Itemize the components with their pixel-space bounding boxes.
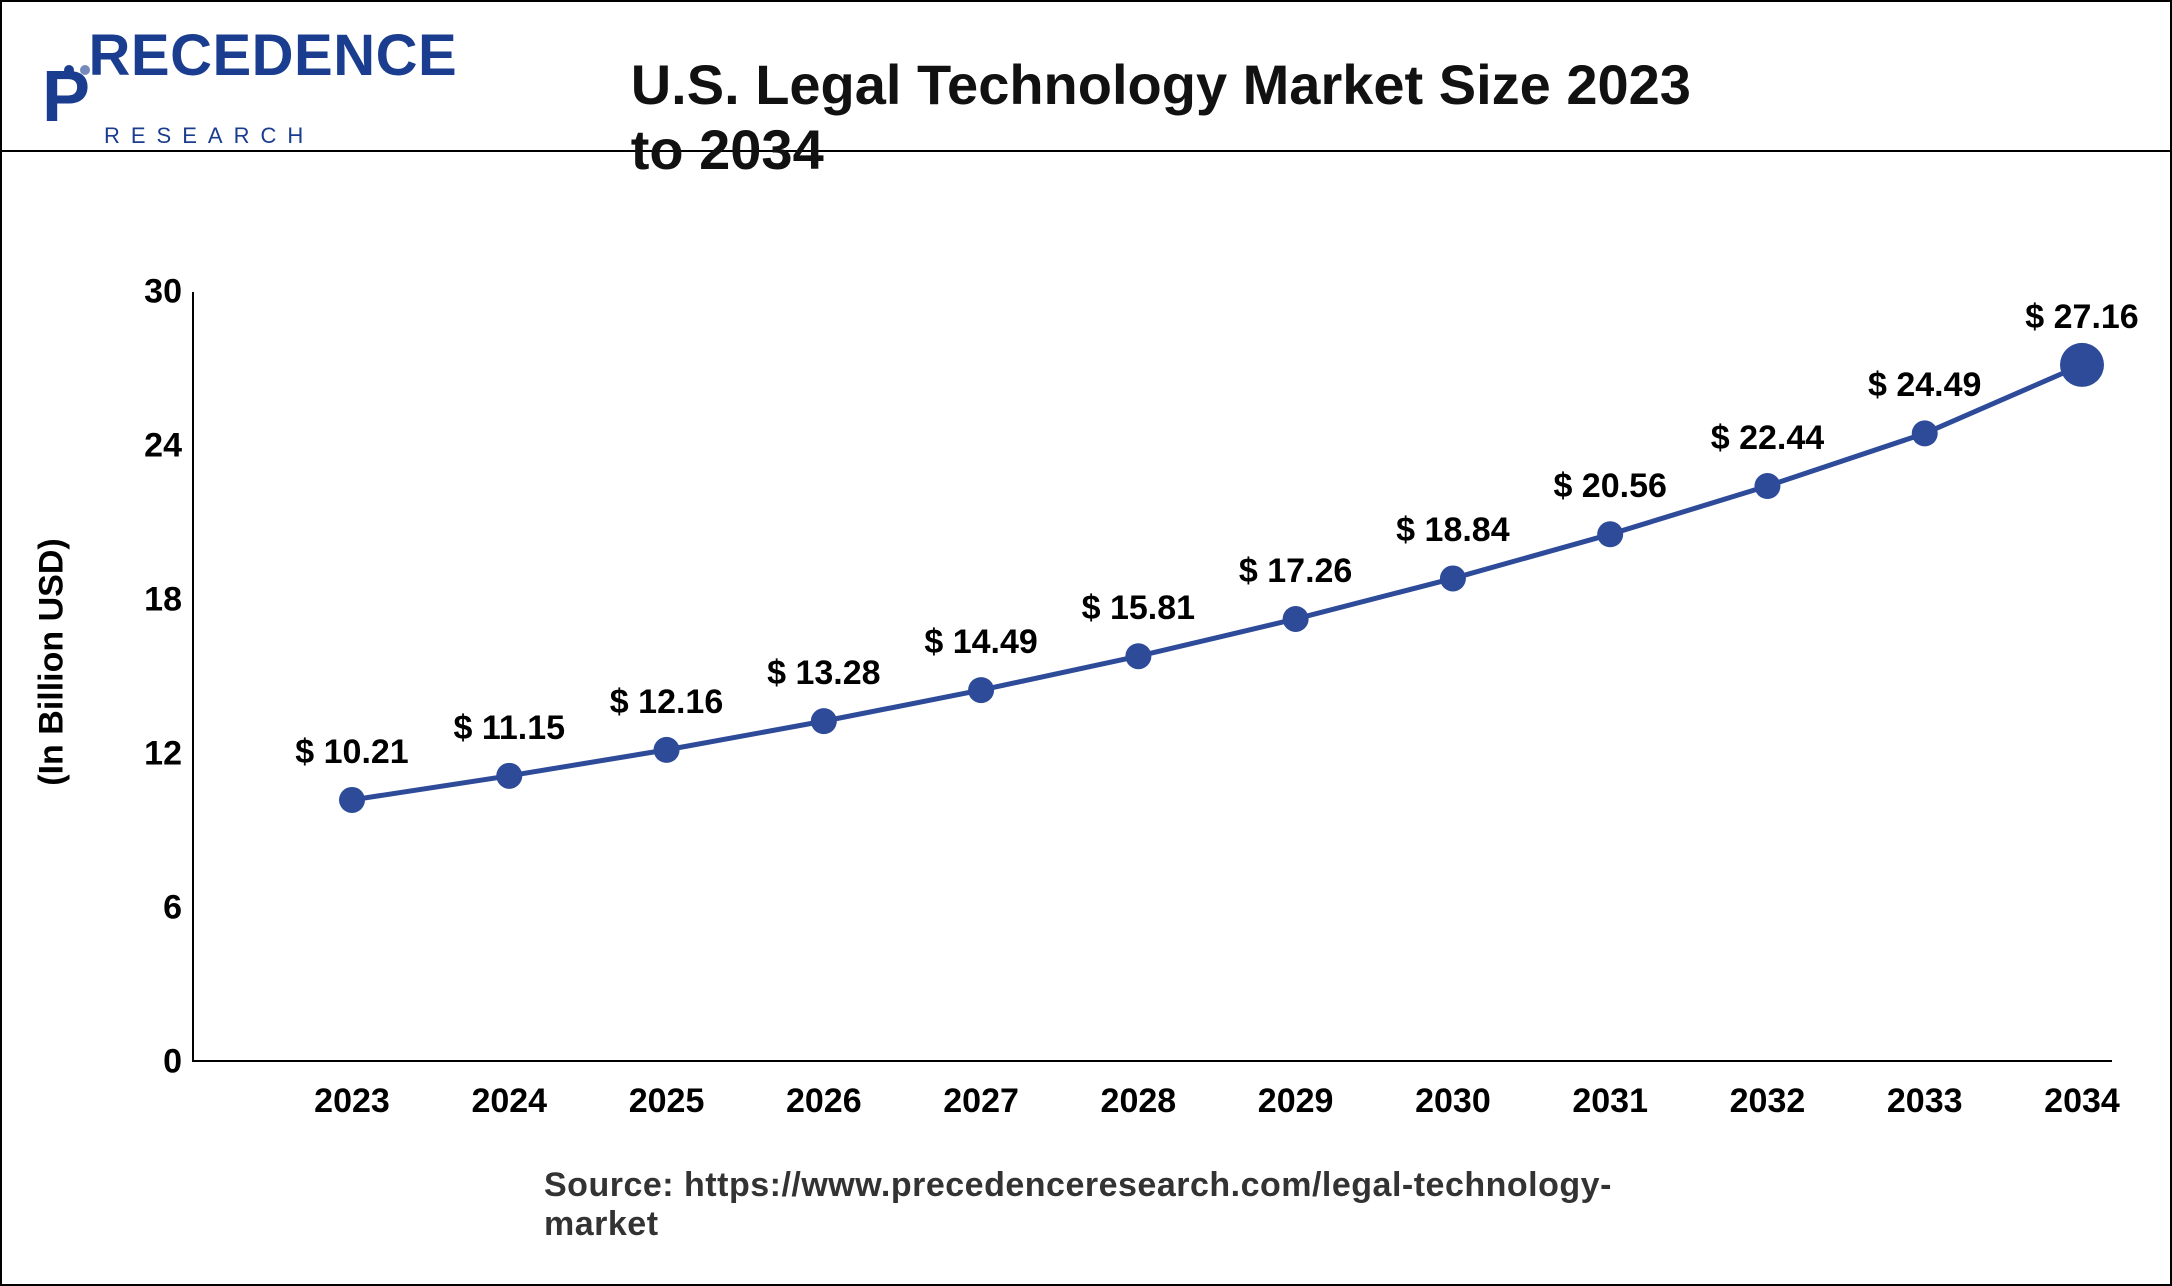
x-tick-label: 2031 <box>1572 1082 1648 1121</box>
data-label: $ 22.44 <box>1711 419 1824 458</box>
source-text: Source: https://www.precedenceresearch.c… <box>544 1166 1628 1244</box>
chart-marker <box>496 763 522 789</box>
y-tick-label: 0 <box>122 1043 182 1082</box>
chart-marker <box>1597 521 1623 547</box>
chart-marker <box>339 787 365 813</box>
y-tick-label: 18 <box>122 581 182 620</box>
y-tick-label: 30 <box>122 273 182 312</box>
logo-main: P RECEDENCE <box>42 22 412 127</box>
header: P RECEDENCE RESEARCH U.S. Legal Technolo… <box>2 2 2170 152</box>
y-tick-label: 12 <box>122 735 182 774</box>
x-tick-label: 2033 <box>1887 1082 1963 1121</box>
chart-marker <box>811 708 837 734</box>
logo-p-icon: P <box>42 65 91 127</box>
y-tick-label: 24 <box>122 427 182 466</box>
y-tick-label: 6 <box>122 889 182 928</box>
chart-marker <box>1283 606 1309 632</box>
y-axis-title: (In Billion USD) <box>33 538 72 785</box>
x-tick-label: 2032 <box>1730 1082 1806 1121</box>
data-label: $ 20.56 <box>1553 467 1666 506</box>
data-label: $ 13.28 <box>767 654 880 693</box>
x-tick-label: 2028 <box>1101 1082 1177 1121</box>
x-tick-label: 2029 <box>1258 1082 1334 1121</box>
chart-frame: P RECEDENCE RESEARCH U.S. Legal Technolo… <box>0 0 2172 1286</box>
plot-area: 0612182430 20232024202520262027202820292… <box>192 292 2112 1062</box>
x-tick-label: 2023 <box>314 1082 390 1121</box>
data-label: $ 24.49 <box>1868 366 1981 405</box>
chart-marker <box>1440 565 1466 591</box>
data-label: $ 18.84 <box>1396 511 1509 550</box>
logo-text: RECEDENCE <box>89 22 458 89</box>
x-tick-label: 2034 <box>2044 1082 2120 1121</box>
x-tick-label: 2025 <box>629 1082 705 1121</box>
data-label: $ 12.16 <box>610 683 723 722</box>
chart-marker <box>1125 643 1151 669</box>
chart-marker <box>654 737 680 763</box>
x-tick-label: 2030 <box>1415 1082 1491 1121</box>
chart-marker <box>968 677 994 703</box>
data-label: $ 27.16 <box>2025 298 2138 337</box>
data-label: $ 14.49 <box>924 623 1037 662</box>
x-tick-label: 2026 <box>786 1082 862 1121</box>
data-label: $ 15.81 <box>1082 589 1195 628</box>
data-label: $ 10.21 <box>295 733 408 772</box>
line-chart-svg <box>192 292 2112 1062</box>
x-tick-label: 2024 <box>471 1082 547 1121</box>
chart-marker <box>1912 420 1938 446</box>
data-label: $ 11.15 <box>453 709 565 748</box>
logo: P RECEDENCE RESEARCH <box>42 22 412 149</box>
chart-marker <box>2060 343 2104 387</box>
data-label: $ 17.26 <box>1239 552 1352 591</box>
x-tick-label: 2027 <box>943 1082 1019 1121</box>
chart-area: (In Billion USD) 0612182430 202320242025… <box>2 162 2170 1162</box>
chart-marker <box>1754 473 1780 499</box>
logo-sub: RESEARCH <box>104 123 412 149</box>
